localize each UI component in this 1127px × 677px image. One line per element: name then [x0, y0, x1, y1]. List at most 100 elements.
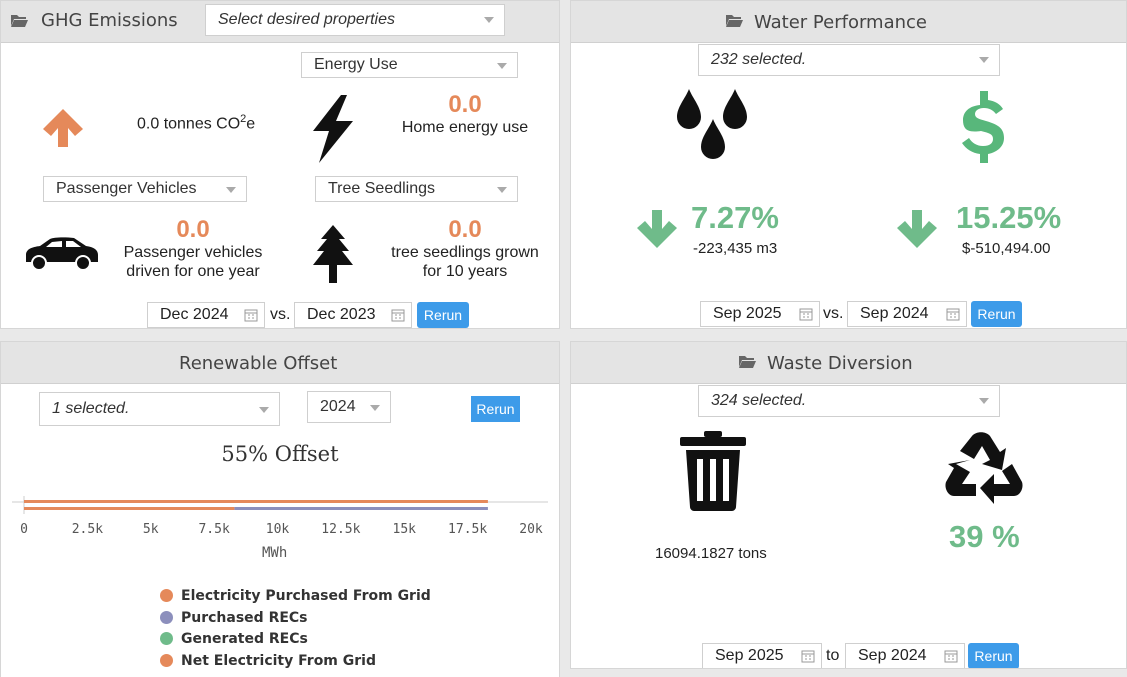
arrow-up-icon: [43, 109, 83, 147]
legend-item[interactable]: Generated RECs: [160, 631, 308, 647]
renewable-chart: [12, 496, 548, 514]
energy-use-select-label: Energy Use: [314, 56, 398, 73]
legend-label: Generated RECs: [181, 631, 308, 648]
year-select-label: 2024: [320, 398, 356, 415]
water-cost-value: $-510,494.00: [962, 240, 1051, 257]
vehicles-value: 0.0: [176, 216, 210, 243]
waste-date-to[interactable]: Sep 2024: [845, 643, 965, 668]
water-date-to[interactable]: Sep 2024: [847, 301, 967, 327]
x-tick-label: 15k: [392, 522, 416, 537]
tree-label-line1: tree seedlings grown: [391, 244, 539, 261]
calendar-icon: [391, 309, 405, 322]
calendar-icon: [946, 308, 960, 321]
bar-electricity-purchased-from-grid: [24, 500, 488, 503]
bar-net-electricity-from-grid: [24, 507, 235, 510]
legend-item[interactable]: Electricity Purchased From Grid: [160, 588, 431, 604]
tree-label-line2: for 10 years: [422, 263, 508, 280]
calendar-icon: [799, 308, 813, 321]
car-icon: [26, 237, 98, 271]
tree-seedlings-select-label: Tree Seedlings: [328, 180, 436, 197]
x-tick-label: 5k: [142, 522, 159, 537]
vehicles-label-line1: Passenger vehicles: [123, 244, 263, 261]
water-usage-percent: 7.27%: [691, 200, 779, 235]
ghg-title: GHG Emissions: [41, 10, 178, 31]
trash-icon: [680, 431, 746, 511]
chevron-down-icon: [370, 405, 380, 411]
ghg-emissions-panel: GHG Emissions Select desired properties …: [0, 0, 560, 329]
ghg-date-to[interactable]: Dec 2023: [294, 302, 412, 328]
passenger-vehicles-select[interactable]: Passenger Vehicles: [43, 176, 247, 202]
water-date-from[interactable]: Sep 2025: [700, 301, 820, 327]
properties-select[interactable]: Select desired properties: [205, 4, 505, 36]
waste-to-label: to: [826, 647, 840, 664]
passenger-vehicles-select-label: Passenger Vehicles: [56, 180, 197, 197]
tree-icon: [313, 225, 353, 283]
chevron-down-icon: [497, 187, 507, 193]
ghg-vs-label: vs.: [270, 306, 291, 323]
arrow-down-icon: [897, 210, 937, 248]
water-vs-label: vs.: [823, 305, 844, 322]
renewable-header: Renewable Offset: [1, 342, 559, 384]
home-energy-label: Home energy use: [401, 119, 529, 136]
waste-title: Waste Diversion: [767, 353, 913, 374]
chevron-down-icon: [497, 63, 507, 69]
waste-diversion-panel: Waste Diversion 324 selected. 16094.1827…: [570, 341, 1127, 669]
offset-percent: 55% Offset: [221, 442, 339, 466]
calendar-icon: [944, 650, 958, 663]
x-tick-label: 7.5k: [198, 522, 230, 537]
chart-x-label: MWh: [262, 545, 288, 561]
legend-item[interactable]: Net Electricity From Grid: [160, 653, 376, 669]
x-tick-label: 12.5k: [321, 522, 361, 537]
legend-dot-icon: [160, 610, 173, 624]
water-properties-select-label: 232 selected.: [711, 51, 807, 68]
water-usage-value: -223,435 m3: [693, 240, 778, 257]
ghg-header: GHG Emissions Select desired properties: [1, 1, 559, 43]
legend-label: Electricity Purchased From Grid: [181, 588, 431, 604]
renewable-properties-select[interactable]: 1 selected.: [39, 392, 280, 426]
legend-label: Net Electricity From Grid: [181, 653, 376, 670]
energy-use-select[interactable]: Energy Use: [301, 52, 518, 78]
legend-dot-icon: [160, 589, 173, 602]
waste-properties-select[interactable]: 324 selected.: [698, 385, 1000, 417]
renewable-rerun-button[interactable]: Rerun: [471, 396, 520, 422]
waste-header: Waste Diversion: [571, 342, 1126, 384]
legend-dot-icon: [160, 654, 173, 668]
water-properties-select[interactable]: 232 selected.: [698, 44, 1000, 76]
water-drops-icon: [677, 89, 747, 159]
calendar-icon: [801, 650, 815, 663]
co2-value: 0.0 tonnes CO2e: [137, 113, 256, 133]
water-title: Water Performance: [754, 12, 927, 33]
ghg-rerun-button[interactable]: Rerun: [417, 302, 469, 328]
waste-rerun-button[interactable]: Rerun: [968, 643, 1019, 668]
x-tick-label: 17.5k: [448, 522, 488, 537]
calendar-icon: [244, 309, 258, 322]
recycle-icon: [945, 432, 1023, 504]
ghg-date-from[interactable]: Dec 2024: [147, 302, 265, 328]
legend-item[interactable]: Purchased RECs: [160, 610, 308, 626]
water-rerun-button[interactable]: Rerun: [971, 301, 1022, 327]
x-tick-label: 2.5k: [71, 522, 104, 537]
dollar-icon: [962, 91, 1004, 163]
bar-purchased-recs: [234, 507, 488, 510]
renewable-properties-select-label: 1 selected.: [52, 400, 130, 417]
water-cost-percent: 15.25%: [956, 200, 1062, 235]
tree-seedlings-select[interactable]: Tree Seedlings: [315, 176, 518, 202]
arrow-down-icon: [637, 210, 677, 248]
legend-dot-icon: [160, 632, 173, 646]
water-header: Water Performance: [571, 1, 1126, 43]
x-tick-label: 0: [20, 522, 28, 537]
waste-date-from[interactable]: Sep 2025: [702, 643, 822, 668]
waste-properties-select-label: 324 selected.: [711, 392, 807, 409]
chevron-down-icon: [259, 407, 269, 413]
water-performance-panel: Water Performance 232 selected. 7.27% -2…: [570, 0, 1127, 329]
properties-select-label: Select desired properties: [218, 11, 395, 28]
vehicles-label-line2: driven for one year: [126, 263, 260, 280]
x-tick-label: 10k: [265, 522, 290, 537]
tree-value: 0.0: [448, 216, 482, 243]
chevron-down-icon: [979, 398, 989, 404]
chevron-down-icon: [979, 57, 989, 63]
year-select[interactable]: 2024: [307, 391, 391, 423]
folder-icon: [11, 15, 28, 27]
folder-icon: [726, 15, 743, 27]
chevron-down-icon: [484, 17, 494, 23]
